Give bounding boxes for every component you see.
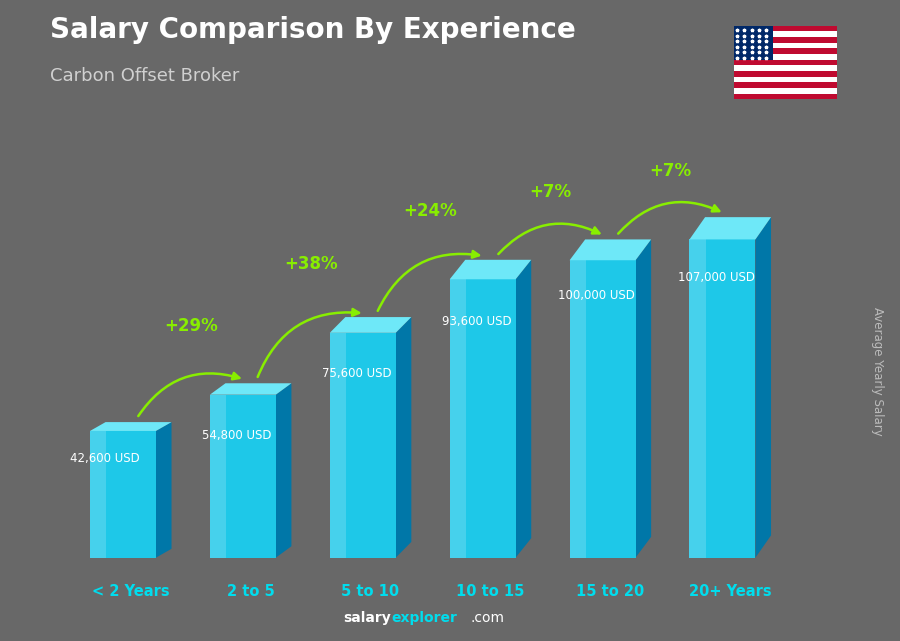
Bar (734, 94, 837, 99)
Bar (734, 88, 837, 94)
Text: +7%: +7% (649, 162, 691, 180)
Bar (90, 431, 156, 558)
Bar (734, 37, 837, 43)
Bar (689, 240, 706, 558)
Bar (570, 260, 586, 558)
Polygon shape (450, 260, 531, 279)
Polygon shape (329, 317, 411, 333)
Bar (734, 60, 837, 65)
Polygon shape (516, 260, 531, 558)
Text: explorer: explorer (392, 611, 457, 625)
Bar (734, 65, 837, 71)
Polygon shape (396, 317, 411, 558)
Text: Carbon Offset Broker: Carbon Offset Broker (50, 67, 239, 85)
Bar (734, 54, 837, 60)
Text: 5 to 10: 5 to 10 (341, 584, 400, 599)
Polygon shape (635, 240, 651, 558)
Bar (90, 431, 106, 558)
Polygon shape (755, 217, 771, 558)
Bar (734, 71, 837, 77)
Text: +38%: +38% (284, 255, 338, 273)
Bar (329, 333, 396, 558)
Bar (734, 82, 837, 88)
Text: 20+ Years: 20+ Years (689, 584, 771, 599)
Bar (450, 279, 466, 558)
Text: Salary Comparison By Experience: Salary Comparison By Experience (50, 16, 575, 44)
Bar (734, 43, 837, 48)
Polygon shape (90, 422, 172, 431)
Text: < 2 Years: < 2 Years (92, 584, 169, 599)
Bar (734, 48, 837, 54)
Polygon shape (570, 240, 651, 260)
Bar (734, 26, 773, 60)
Bar (734, 77, 837, 82)
Bar (734, 31, 837, 37)
Text: 93,600 USD: 93,600 USD (442, 315, 511, 328)
Text: 10 to 15: 10 to 15 (456, 584, 525, 599)
Polygon shape (156, 422, 172, 558)
Text: 107,000 USD: 107,000 USD (678, 271, 755, 284)
Bar (210, 395, 275, 558)
Text: 100,000 USD: 100,000 USD (558, 290, 635, 303)
Polygon shape (689, 217, 771, 240)
Bar (329, 333, 346, 558)
Text: 54,800 USD: 54,800 USD (202, 429, 272, 442)
Text: Average Yearly Salary: Average Yearly Salary (871, 308, 884, 436)
Bar (450, 279, 516, 558)
Bar (689, 240, 755, 558)
Polygon shape (275, 383, 292, 558)
Polygon shape (210, 383, 292, 395)
Text: 42,600 USD: 42,600 USD (70, 453, 140, 465)
Bar (570, 260, 635, 558)
Bar (734, 26, 837, 31)
Text: +24%: +24% (403, 202, 457, 220)
Bar (210, 395, 227, 558)
Text: +7%: +7% (529, 183, 572, 201)
Text: .com: .com (471, 611, 505, 625)
Text: 75,600 USD: 75,600 USD (322, 367, 392, 379)
Text: 15 to 20: 15 to 20 (576, 584, 644, 599)
Text: +29%: +29% (164, 317, 218, 335)
Text: salary: salary (344, 611, 392, 625)
Text: 2 to 5: 2 to 5 (227, 584, 274, 599)
